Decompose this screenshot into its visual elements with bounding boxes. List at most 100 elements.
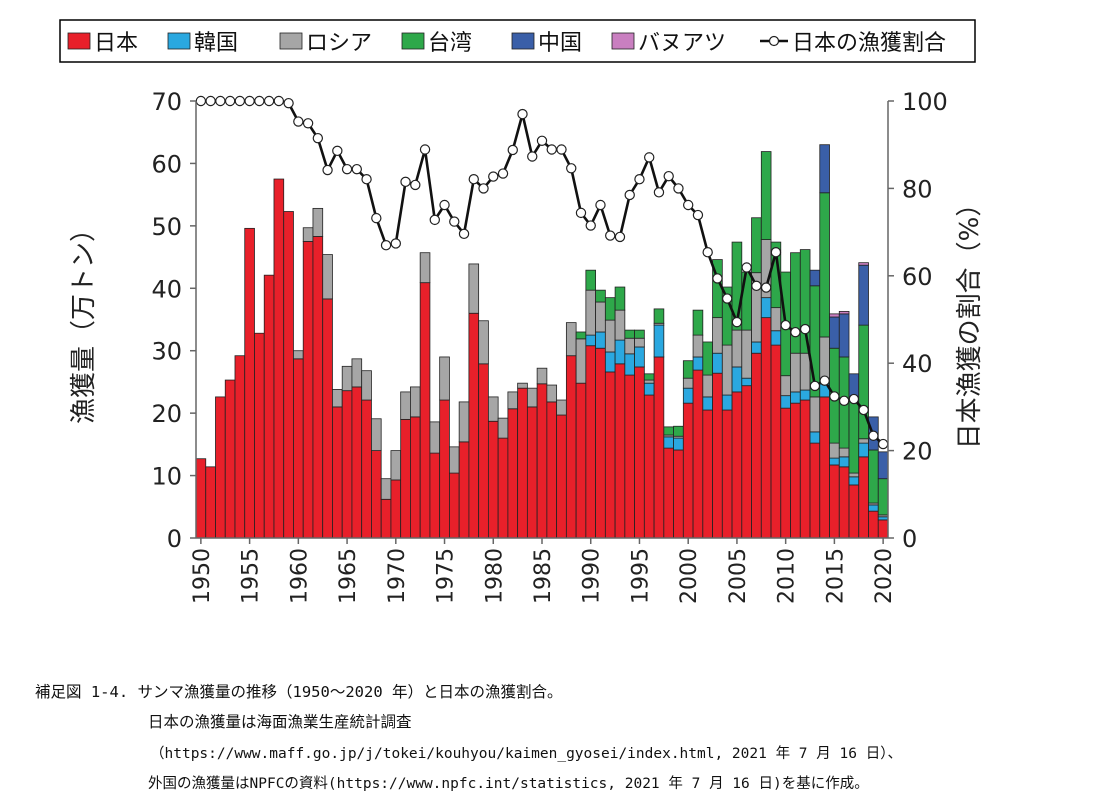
share-point-2012 bbox=[799, 323, 811, 335]
bar-2017-series-1 bbox=[848, 476, 860, 486]
bar-2007-series-0 bbox=[751, 352, 762, 539]
share-point-1952 bbox=[215, 95, 226, 107]
share-point-1976 bbox=[449, 216, 460, 227]
bar-1979-series-0 bbox=[478, 363, 489, 539]
bar-2017-series-2 bbox=[848, 472, 860, 478]
bar-1989-series-3 bbox=[575, 331, 587, 340]
legend-swatch bbox=[67, 32, 91, 50]
bar-2006-series-0 bbox=[741, 385, 752, 539]
legend-swatch bbox=[167, 32, 191, 50]
share-point-1968 bbox=[371, 212, 382, 224]
bar-2018-series-0 bbox=[858, 456, 869, 539]
bar-2013-series-4 bbox=[809, 269, 821, 287]
bar-1984-series-2 bbox=[526, 387, 538, 408]
y-tick-label: 70 bbox=[151, 88, 182, 116]
share-point-1986 bbox=[546, 144, 557, 155]
bar-2006-series-2 bbox=[741, 329, 752, 379]
y-right-tick-label: 20 bbox=[902, 438, 933, 466]
bar-2016-series-4 bbox=[838, 313, 850, 358]
bar-1959-series-0 bbox=[283, 211, 294, 539]
share-point-1987 bbox=[556, 144, 567, 155]
share-point-1955 bbox=[244, 95, 255, 107]
bar-1982-series-2 bbox=[507, 391, 519, 410]
bar-1963-series-2 bbox=[322, 254, 333, 300]
bar-2019-series-1 bbox=[868, 504, 879, 512]
x-tick-label: 1960 bbox=[287, 548, 312, 604]
bar-1996-series-3 bbox=[643, 373, 655, 381]
caption-line-3: （https://www.maff.go.jp/j/tokei/kouhyou/… bbox=[150, 746, 902, 762]
bar-1989-series-2 bbox=[575, 338, 587, 384]
caption-line-1: 補足図 1-4. サンマ漁獲量の推移（1950～2020 年）と日本の漁獲割合。 bbox=[35, 683, 563, 701]
x-tick-label: 1955 bbox=[239, 548, 264, 604]
bar-1969-series-2 bbox=[380, 478, 392, 500]
share-point-1950 bbox=[195, 95, 207, 107]
bar-1990-series-1 bbox=[585, 334, 597, 347]
x-tick-label: 2005 bbox=[726, 548, 751, 604]
bar-1999-series-0 bbox=[673, 449, 684, 539]
bar-2009-series-1 bbox=[770, 330, 782, 346]
y-right-tick-label: 80 bbox=[902, 175, 933, 203]
share-point-2017 bbox=[848, 393, 860, 405]
bar-1965-series-2 bbox=[341, 365, 353, 392]
bar-2003-series-2 bbox=[712, 317, 723, 354]
share-point-1993 bbox=[614, 231, 626, 243]
bar-1954-series-0 bbox=[234, 355, 246, 539]
bar-1963-series-0 bbox=[322, 298, 333, 539]
y-right-tick-label: 100 bbox=[902, 88, 948, 116]
share-point-1969 bbox=[380, 240, 392, 251]
share-point-2002 bbox=[702, 247, 713, 258]
bar-2008-series-0 bbox=[760, 317, 772, 539]
share-point-1957 bbox=[263, 95, 275, 107]
legend-marker-icon bbox=[768, 35, 780, 47]
share-point-1981 bbox=[497, 168, 509, 179]
bar-1996-series-2 bbox=[643, 379, 655, 384]
bar-1952-series-0 bbox=[215, 396, 226, 539]
bar-1971-series-2 bbox=[400, 391, 411, 420]
share-point-1978 bbox=[468, 174, 479, 185]
legend: 日本 韓国 ロシア 台湾 中国 バヌアツ 日本の漁獲割合 bbox=[59, 19, 976, 63]
bar-1991-series-3 bbox=[595, 289, 606, 303]
share-point-1975 bbox=[439, 199, 450, 211]
bar-1961-series-0 bbox=[302, 241, 314, 539]
bar-1993-series-2 bbox=[614, 309, 626, 341]
bar-1953-series-0 bbox=[224, 379, 236, 539]
share-point-2003 bbox=[712, 273, 723, 284]
bar-1982-series-0 bbox=[507, 408, 519, 539]
share-point-1974 bbox=[429, 214, 440, 226]
bar-1992-series-1 bbox=[604, 351, 616, 373]
bar-1976-series-2 bbox=[449, 446, 460, 474]
bar-2001-series-2 bbox=[692, 334, 704, 358]
bar-1999-series-1 bbox=[673, 437, 684, 451]
legend-label: 中国 bbox=[538, 31, 582, 56]
share-point-1984 bbox=[527, 151, 538, 162]
bar-1971-series-0 bbox=[400, 418, 411, 539]
share-point-2020 bbox=[877, 438, 889, 450]
x-tick-label: 1985 bbox=[531, 548, 556, 604]
x-tick-label: 2010 bbox=[775, 548, 800, 604]
bar-1981-series-0 bbox=[497, 437, 509, 539]
bar-2016-series-1 bbox=[838, 456, 850, 468]
bar-1994-series-2 bbox=[624, 337, 635, 355]
bar-1995-series-3 bbox=[634, 329, 645, 339]
y-right-tick-label: 60 bbox=[902, 263, 933, 291]
share-point-2013 bbox=[809, 380, 821, 392]
bar-2011-series-2 bbox=[790, 352, 801, 393]
bar-2006-series-1 bbox=[741, 377, 752, 387]
bar-1992-series-2 bbox=[604, 319, 616, 353]
bar-2014-series-0 bbox=[819, 396, 830, 539]
share-point-1964 bbox=[332, 145, 343, 157]
x-tick-label: 2000 bbox=[677, 548, 702, 604]
bar-1962-series-0 bbox=[312, 236, 324, 539]
legend-label: 台湾 bbox=[428, 31, 472, 56]
bar-2003-series-1 bbox=[712, 352, 723, 374]
bar-2016-series-5 bbox=[838, 310, 850, 315]
legend-swatch bbox=[401, 32, 425, 50]
bar-1958-series-0 bbox=[273, 178, 285, 539]
bar-2020-series-4 bbox=[877, 451, 889, 480]
bar-2013-series-0 bbox=[809, 442, 821, 539]
share-point-1954 bbox=[234, 95, 246, 107]
bar-1995-series-0 bbox=[634, 366, 645, 539]
bar-2017-series-3 bbox=[848, 399, 860, 474]
share-point-1991 bbox=[595, 199, 606, 211]
y-tick-label: 20 bbox=[151, 400, 182, 428]
